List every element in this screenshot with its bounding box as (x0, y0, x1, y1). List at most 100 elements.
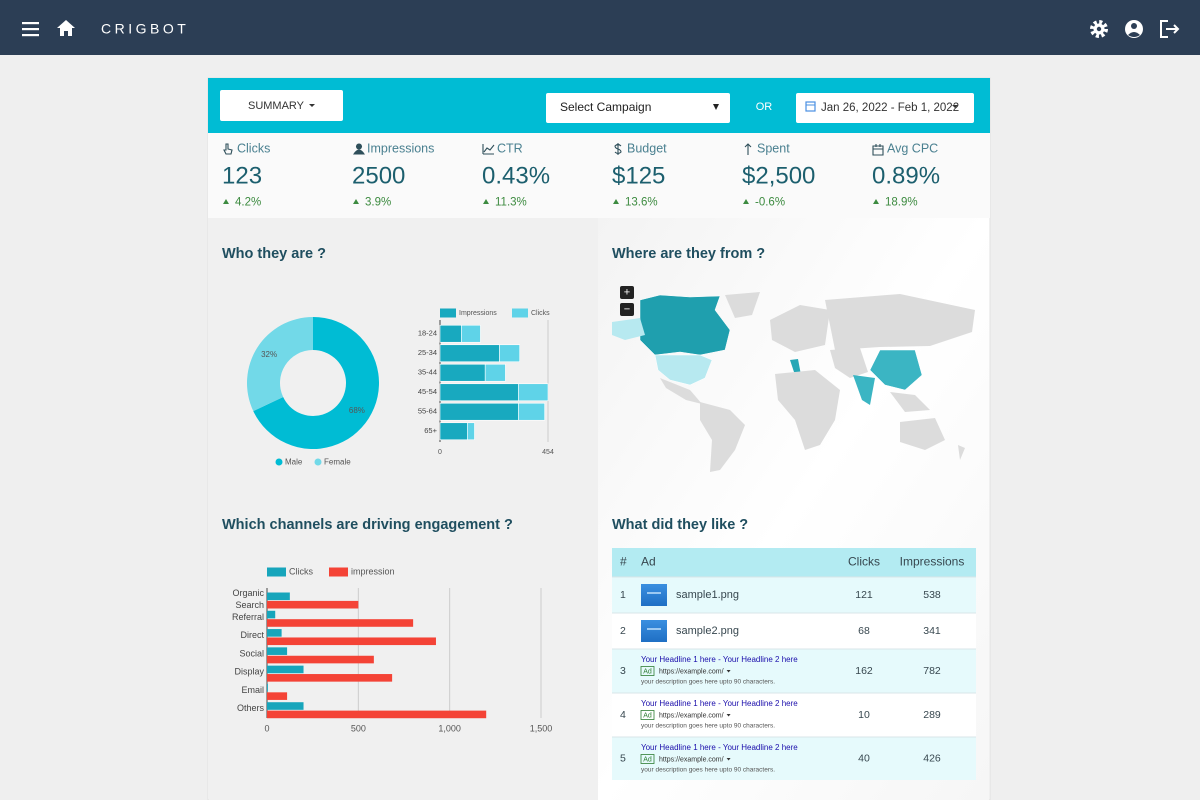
ad-description: your description goes here upto 90 chara… (641, 679, 775, 686)
kpi-label: Spent (757, 141, 790, 155)
kpi-label: Budget (627, 141, 667, 155)
ad-headline[interactable]: Your Headline 1 here - Your Headline 2 h… (641, 655, 798, 664)
ad-headline[interactable]: Your Headline 1 here - Your Headline 2 h… (641, 699, 798, 708)
kpi-change: 4.2% (235, 197, 261, 209)
legend-swatch (267, 567, 286, 577)
kpi-change: -0.6% (755, 197, 785, 209)
legend-swatch (440, 308, 456, 318)
y-tick-label: 55-64 (418, 407, 437, 416)
kpi-change: 3.9% (365, 197, 391, 209)
kpi-icon (353, 143, 365, 155)
y-tick-label: Direct (240, 630, 264, 640)
row-index: 3 (620, 665, 626, 677)
trend-arrow (613, 199, 619, 204)
table-header (612, 548, 976, 577)
column-header: Clicks (848, 555, 880, 569)
kpi-value: 123 (222, 162, 262, 189)
top-bar (0, 0, 1200, 55)
menu-icon[interactable] (22, 22, 39, 37)
url-caret (726, 758, 731, 761)
x-tick-label: 0 (438, 449, 442, 456)
legend-dot (314, 458, 322, 466)
trend-arrow (873, 199, 879, 204)
x-tick-label: 454 (542, 449, 554, 456)
row-clicks: 162 (855, 665, 873, 677)
kpi-value: 0.89% (872, 162, 940, 189)
thumbnail-detail (647, 628, 661, 630)
zoom-out-button[interactable]: − (620, 303, 634, 316)
panel-title: Which channels are driving engagement ? (222, 517, 513, 533)
campaign-select[interactable]: Select Campaign (546, 93, 730, 123)
y-tick-label: 25-34 (418, 348, 437, 357)
kpi-change: 11.3% (495, 197, 527, 209)
ad-badge-box (640, 666, 655, 676)
kpi-label: CTR (497, 141, 523, 155)
row-clicks: 40 (858, 752, 870, 764)
bar (499, 344, 520, 363)
kpi-value: $125 (612, 162, 665, 189)
bar (439, 422, 468, 441)
zoom-in-button[interactable]: + (620, 286, 634, 299)
campaign-label: Select Campaign (560, 100, 651, 114)
ad-headline[interactable]: Your Headline 1 here - Your Headline 2 h… (641, 743, 798, 752)
bar (267, 692, 288, 700)
y-tick-label: 18-24 (418, 329, 437, 338)
column-header: # (620, 555, 627, 569)
bar (267, 683, 268, 692)
summary-label: SUMMARY (248, 100, 305, 112)
ad-thumbnail (641, 620, 667, 642)
kpi-icon (872, 144, 884, 156)
table-row (612, 693, 976, 737)
x-tick-label: 1,500 (530, 723, 553, 733)
table-row (612, 649, 976, 693)
y-tick-label: Social (239, 648, 264, 658)
legend-swatch (512, 308, 528, 318)
ad-url: https://example.com/ (659, 756, 724, 763)
bar (439, 383, 519, 402)
bar (461, 324, 481, 343)
settings-icon[interactable] (1090, 20, 1108, 38)
bar (267, 702, 304, 710)
summary-button[interactable]: SUMMARY (220, 90, 343, 121)
logout-icon[interactable] (1160, 20, 1180, 38)
x-tick-label: 500 (351, 723, 366, 733)
pie-slice (253, 317, 379, 450)
kpi-icon (614, 143, 622, 155)
legend-label: Male (285, 458, 303, 467)
y-tick-label: Email (241, 685, 264, 695)
column-header: Ad (641, 555, 656, 569)
ad-badge-box (640, 710, 655, 720)
row-index: 4 (620, 709, 626, 721)
bar (267, 710, 487, 719)
bar (467, 422, 475, 441)
legend-label: Female (324, 458, 351, 467)
pie-slice (247, 317, 313, 412)
slice-label: 32% (261, 350, 277, 359)
home-icon[interactable] (57, 20, 75, 36)
y-tick-label: Organic Search (232, 588, 264, 610)
row-index: 2 (620, 625, 626, 637)
row-impressions: 426 (923, 752, 941, 764)
ad-name: sample1.png (676, 589, 739, 601)
bar (439, 344, 500, 363)
bar (267, 665, 304, 674)
ad-url: https://example.com/ (659, 712, 724, 719)
kpi-change: 13.6% (625, 197, 658, 209)
row-index: 5 (620, 752, 626, 764)
url-caret (726, 670, 731, 673)
y-tick-label: 45-54 (418, 387, 437, 396)
ad-thumbnail (641, 584, 667, 606)
panel-title: What did they like ? (612, 517, 748, 533)
ad-badge: Ad (643, 712, 652, 719)
ad-name: sample2.png (676, 625, 739, 637)
date-picker[interactable]: Jan 26, 2022 - Feb 1, 2022 (796, 93, 974, 123)
column-header: Impressions (900, 555, 965, 569)
row-impressions: 782 (923, 665, 941, 677)
bar (267, 655, 374, 664)
bar (518, 383, 549, 402)
kpi-icon (223, 143, 233, 155)
account-icon[interactable] (1125, 20, 1143, 38)
kpi-change: 18.9% (885, 197, 918, 209)
kpi-value: 0.43% (482, 162, 550, 189)
panel-title: Who they are ? (222, 246, 326, 262)
